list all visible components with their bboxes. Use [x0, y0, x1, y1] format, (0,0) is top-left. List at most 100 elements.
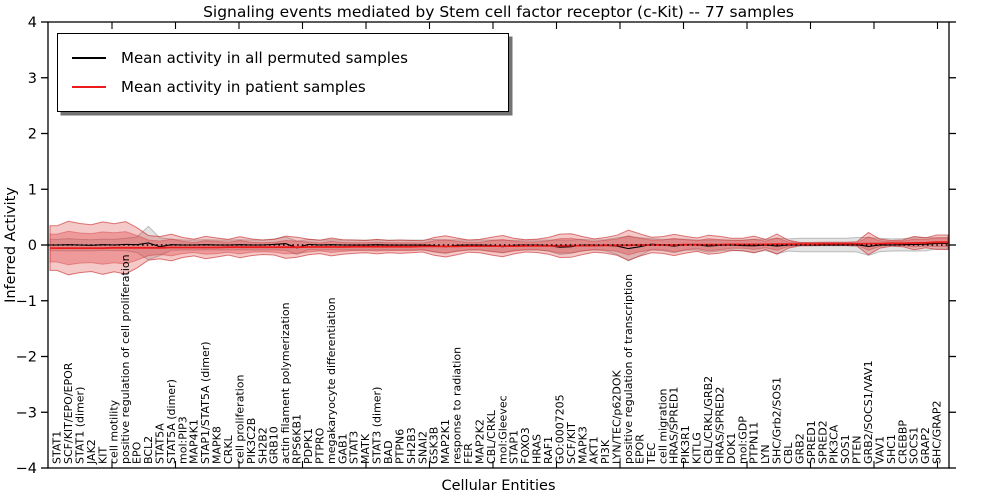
x-category-label: BCL2	[142, 436, 155, 464]
x-category-label: PIK3R1	[679, 425, 692, 464]
x-category-label: STAP1/STAT5A (dimer)	[199, 341, 212, 464]
x-category-label: AKT1	[588, 436, 601, 464]
x-category-label: CBL	[782, 442, 795, 464]
x-category-label: positive regulation of cell proliferatio…	[119, 254, 132, 464]
x-category-label: CBL/CRKL	[485, 409, 498, 464]
x-category-label: HRAS	[531, 434, 544, 464]
x-category-label: FER	[462, 443, 475, 464]
x-category-label: STAT5A (dimer)	[165, 379, 178, 464]
series-line-patient	[50, 241, 948, 250]
x-category-label: LYN/TEC/p62DOK	[611, 370, 624, 464]
x-category-label: FOXO3	[519, 427, 532, 464]
x-category-label: SOS1	[839, 434, 852, 464]
x-category-label: PTPN11	[748, 422, 761, 464]
x-category-label: EPO	[131, 441, 144, 464]
x-category-label: SH2B3	[405, 427, 418, 464]
x-category-label: PIK3C2B	[245, 418, 258, 464]
y-tick-label: −4	[16, 461, 37, 477]
y-tick-label: 0	[28, 238, 37, 254]
legend: Mean activity in all permuted samples Me…	[57, 33, 509, 112]
y-tick-label: 1	[28, 182, 37, 198]
x-category-label: EPOR	[634, 434, 647, 464]
legend-item-permuted: Mean activity in all permuted samples	[72, 43, 496, 72]
x-category-label: STAT1	[51, 431, 64, 464]
x-category-label: STAT5A	[154, 423, 167, 464]
x-category-label: PTPN6	[394, 429, 407, 464]
x-axis-label: Cellular Entities	[441, 478, 556, 494]
x-category-label: MATK	[359, 433, 372, 464]
x-category-label: positive regulation of transcription	[622, 274, 635, 464]
x-category-label: HRAS/SPRED1	[668, 387, 681, 464]
x-category-label: MAP2K2	[474, 419, 487, 464]
x-category-label: STAT3 (dimer)	[371, 387, 384, 464]
x-category-label: MAP4K1	[188, 419, 201, 464]
x-category-label: SNAI2	[416, 431, 429, 464]
x-category-label: GRB2/SOCS1/VAV1	[862, 360, 875, 464]
x-category-label: KIT	[96, 447, 109, 464]
x-category-label: CBL/CRKL/GRB2	[702, 376, 715, 464]
x-category-label: HRAS/SPRED2	[714, 387, 727, 464]
x-category-label: DOK1	[725, 433, 738, 464]
x-category-label: cell proliferation	[234, 374, 247, 464]
x-category-label: SCF/KIT/EPO/EPOR	[62, 362, 75, 464]
x-category-label: cell motility	[108, 399, 121, 464]
x-category-label: BAD	[382, 440, 395, 464]
x-category-label: SCF/KIT	[565, 422, 578, 464]
x-category-label: mol:GDP	[736, 416, 749, 464]
y-tick-label: 4	[28, 15, 37, 31]
y-tick-label: 2	[28, 127, 37, 143]
legend-label-permuted: Mean activity in all permuted samples	[121, 48, 408, 67]
x-category-label: SH2B2	[256, 427, 269, 464]
patient-samples-inner-band	[49, 230, 949, 266]
y-tick-label: −2	[16, 350, 37, 366]
x-category-label: actin filament polymerization	[279, 302, 292, 464]
x-category-label: PTEN	[851, 435, 864, 464]
x-category-label: GAB1	[336, 433, 349, 464]
x-category-label: GRAP2	[919, 427, 932, 464]
x-category-label: CREBBP	[896, 420, 909, 464]
x-category-label: GRB10	[268, 426, 281, 464]
x-category-label: SHC1	[885, 434, 898, 464]
x-category-label: megakaryocyte differentiation	[325, 297, 338, 464]
x-category-label: PI3K	[599, 439, 612, 464]
x-category-label: GRB2	[794, 433, 807, 464]
x-category-label: SPRED2	[816, 420, 829, 464]
x-category-label: MAPK3	[576, 426, 589, 464]
x-category-label: STAT3	[348, 431, 361, 464]
x-category-label: RAF1	[542, 436, 555, 464]
x-category-label: PDPK1	[302, 428, 315, 464]
x-category-label: SPRED1	[805, 420, 818, 464]
x-category-label: STAT1 (dimer)	[74, 387, 87, 464]
y-tick-label: −3	[16, 405, 37, 421]
y-tick-label: 3	[28, 71, 37, 87]
x-category-label: SHC/GRAP2	[931, 400, 944, 464]
x-category-label: SHC/Grb2/SOS1	[771, 377, 784, 464]
x-category-label: cell migration	[656, 388, 669, 464]
x-category-label: TEC	[645, 442, 658, 465]
x-category-label: MAPK8	[211, 426, 224, 464]
patient-line-icon	[72, 85, 106, 88]
x-category-label: CRKL	[222, 434, 235, 464]
x-category-label: LYN	[759, 444, 772, 464]
x-category-label: PTPRO	[314, 427, 327, 464]
legend-item-patient: Mean activity in patient samples	[72, 72, 496, 101]
patient-samples-outer-band	[49, 220, 949, 276]
x-category-label: mol:PIP3	[176, 416, 189, 464]
x-category-label: VAV1	[874, 436, 887, 464]
x-category-label: MAP2K1	[439, 419, 452, 464]
x-category-label: GO:0007205	[554, 394, 567, 464]
x-category-label: JAK2	[85, 439, 98, 465]
permuted-line-icon	[72, 56, 106, 59]
x-category-label: STAP1	[508, 430, 521, 464]
x-category-label: RPS6KB1	[291, 414, 304, 464]
x-category-label: SOCS1	[908, 427, 921, 464]
chart-title: Signaling events mediated by Stem cell f…	[203, 3, 794, 21]
y-tick-label: −1	[16, 294, 37, 310]
x-category-label: GSK3B	[428, 427, 441, 464]
x-category-label: mol:Gleevec	[496, 395, 509, 464]
x-category-label: response to radiation	[451, 347, 464, 464]
y-axis-label: Inferred Activity	[3, 187, 19, 303]
x-category-label: PIK3CA	[828, 424, 841, 464]
